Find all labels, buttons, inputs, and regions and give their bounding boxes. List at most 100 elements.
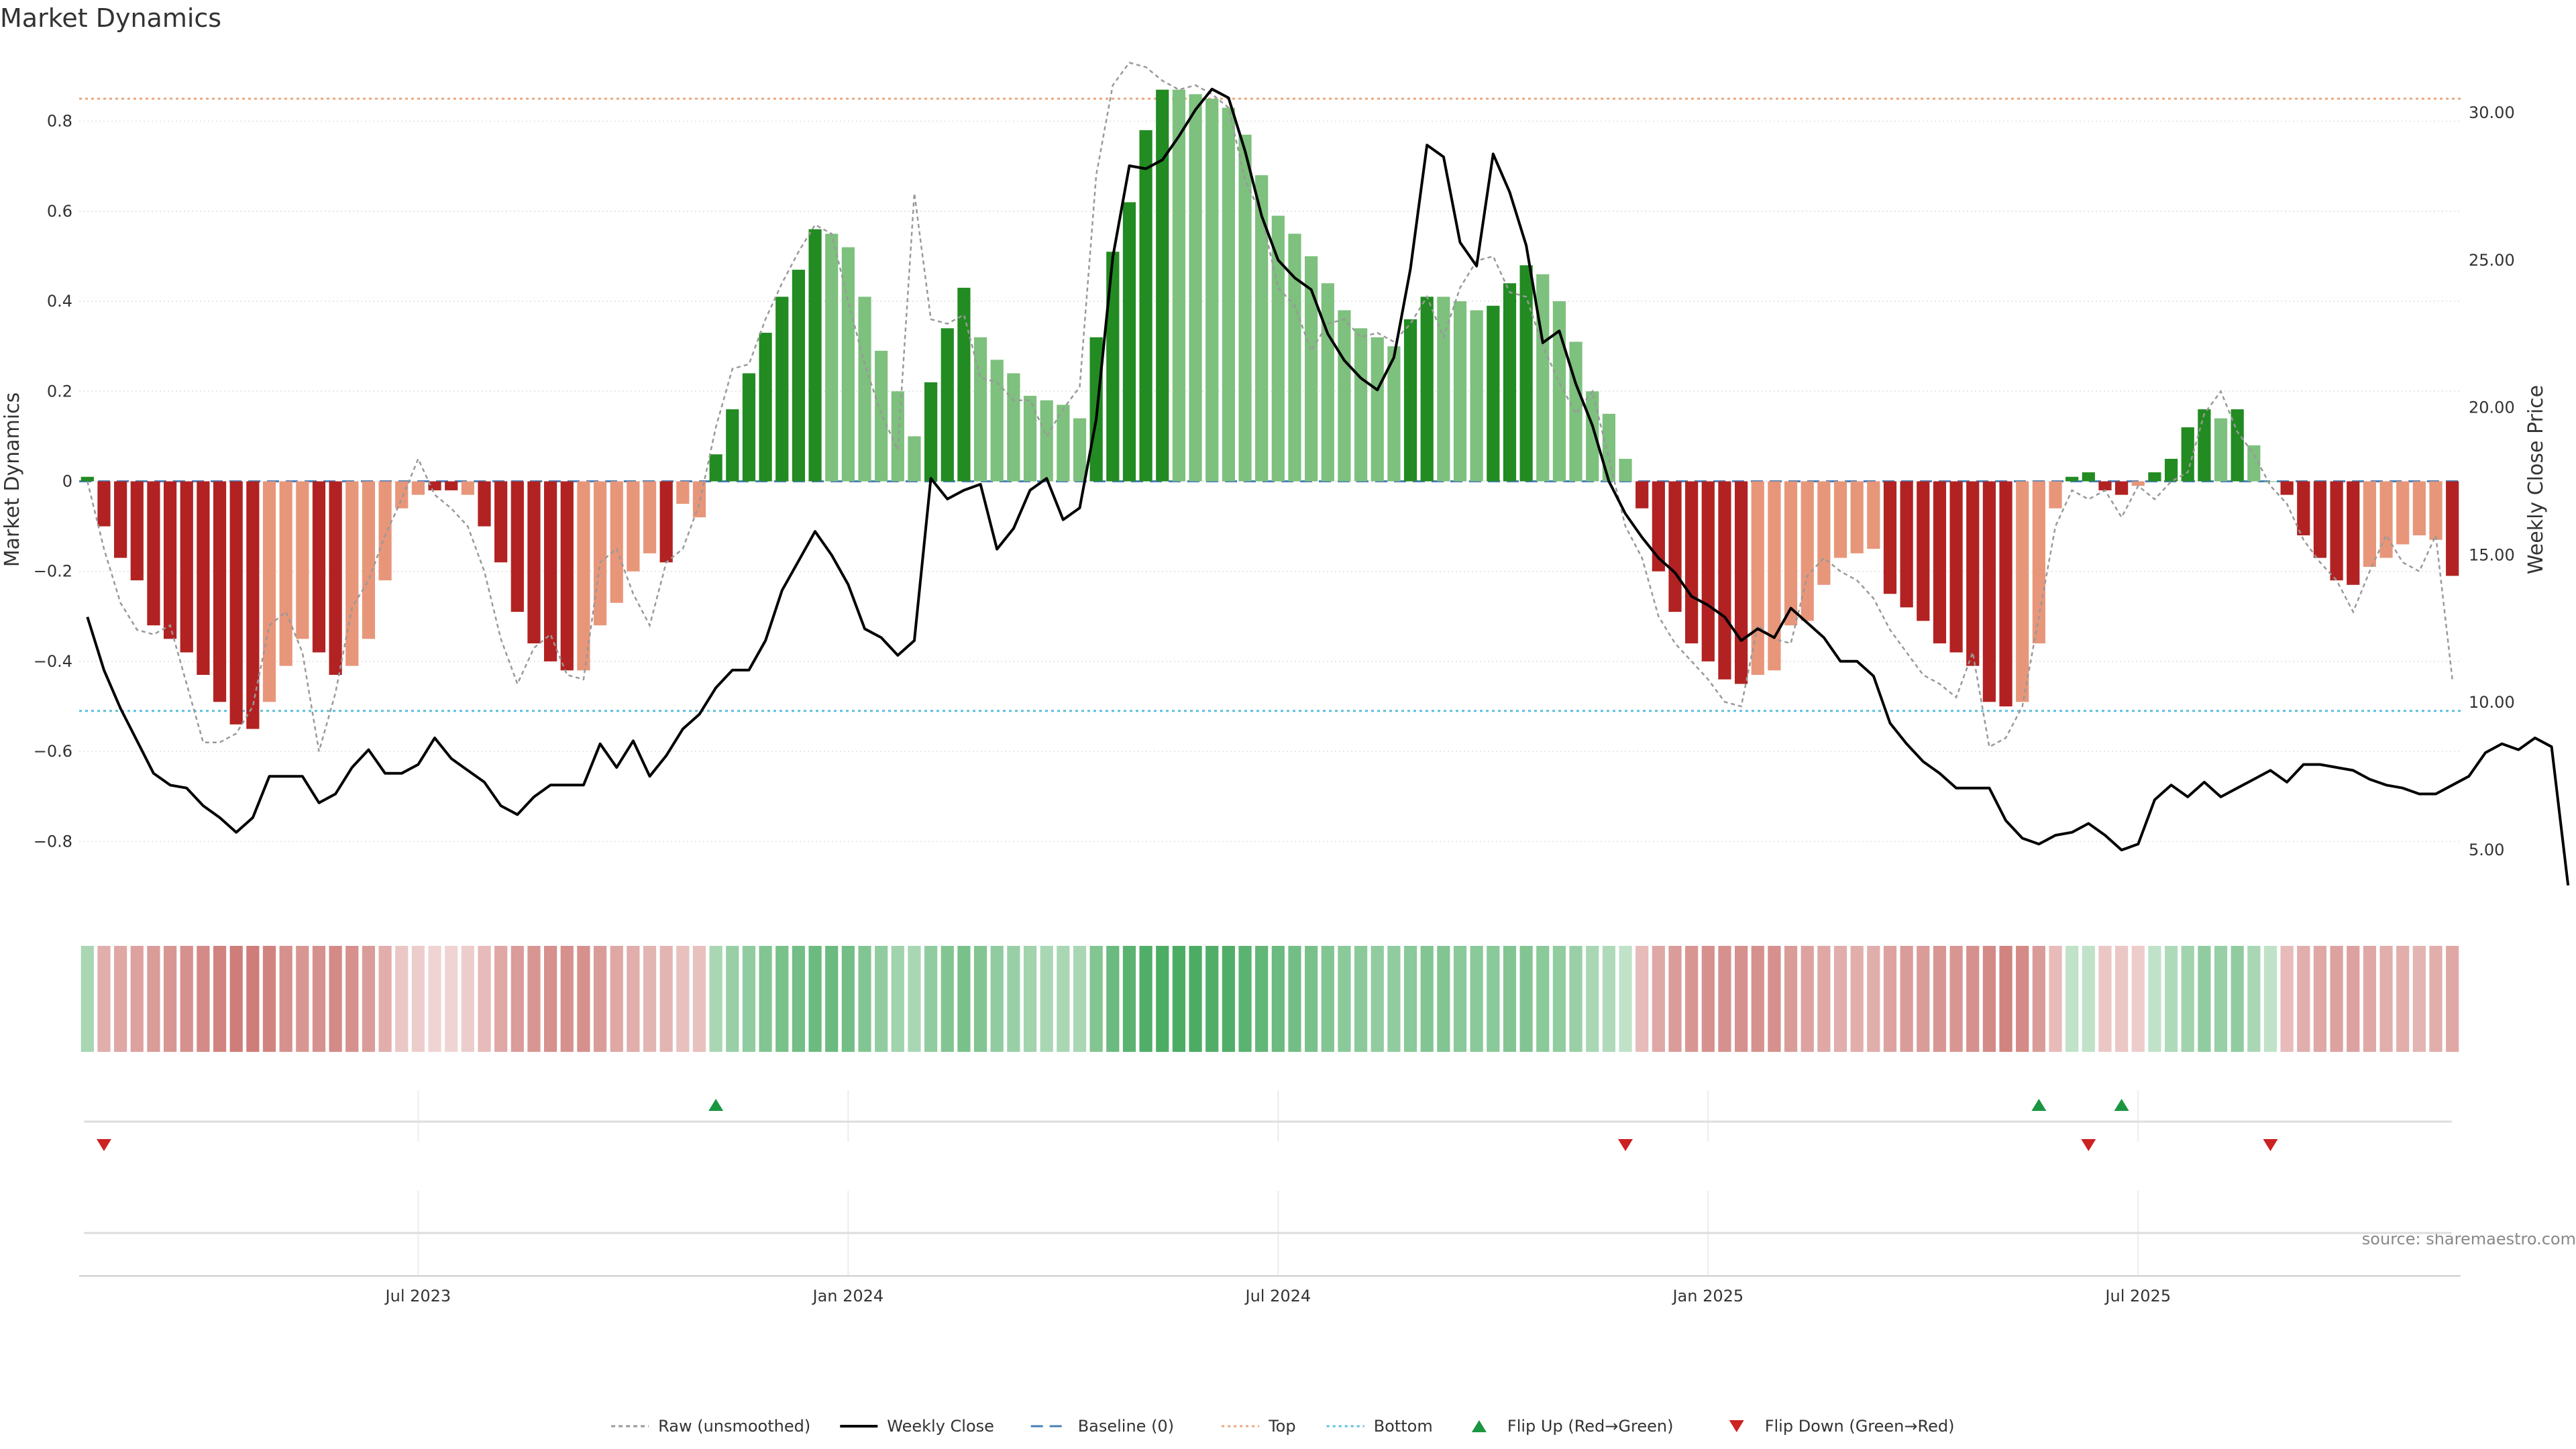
heat-cell bbox=[610, 946, 623, 1052]
legend-item-flip_up: Flip Up (Red→Green) bbox=[1471, 1417, 1673, 1436]
heat-cell bbox=[2082, 946, 2095, 1052]
bar bbox=[97, 481, 111, 527]
bar bbox=[1073, 418, 1087, 482]
bar bbox=[692, 481, 706, 518]
bar bbox=[1949, 481, 1963, 653]
heat-cell bbox=[1734, 946, 1748, 1052]
bar bbox=[213, 481, 227, 702]
legend-label: Raw (unsmoothed) bbox=[658, 1417, 810, 1436]
heat-cell bbox=[213, 946, 227, 1052]
bar bbox=[1371, 337, 1384, 482]
bar bbox=[1999, 481, 2012, 707]
bar bbox=[1552, 301, 1566, 482]
heat-cell bbox=[1966, 946, 1980, 1052]
bar bbox=[1305, 256, 1318, 482]
heat-cell bbox=[1850, 946, 1864, 1052]
legend-label: Flip Down (Green→Red) bbox=[1765, 1417, 1955, 1436]
legend-label: Baseline (0) bbox=[1078, 1417, 1174, 1436]
bar bbox=[2115, 481, 2129, 495]
bar bbox=[1453, 301, 1467, 482]
heat-cell bbox=[1635, 946, 1649, 1052]
bar bbox=[2247, 445, 2261, 482]
bar bbox=[2330, 481, 2343, 581]
heat-cell bbox=[1933, 946, 1947, 1052]
x-tick-label: Jan 2025 bbox=[1671, 1287, 1743, 1305]
bar bbox=[560, 481, 574, 671]
bar bbox=[1057, 405, 1070, 482]
heat-cell bbox=[1503, 946, 1517, 1052]
bar bbox=[1255, 175, 1269, 482]
bar bbox=[445, 481, 458, 490]
heat-cell bbox=[1255, 946, 1269, 1052]
heat-cell bbox=[1801, 946, 1814, 1052]
y-tick-label-left: 0 bbox=[62, 472, 72, 491]
bar bbox=[428, 481, 441, 490]
legend-label: Top bbox=[1268, 1417, 1296, 1436]
x-tick-label: Jan 2024 bbox=[812, 1287, 884, 1305]
legend-label: Bottom bbox=[1374, 1417, 1433, 1436]
heat-cell bbox=[1519, 946, 1533, 1052]
bar bbox=[1106, 252, 1120, 482]
bar bbox=[1503, 283, 1517, 482]
flip-down-marker bbox=[96, 1139, 111, 1151]
heat-cell bbox=[560, 946, 574, 1052]
heat-cell bbox=[296, 946, 309, 1052]
bar bbox=[1701, 481, 1715, 661]
heat-cell bbox=[2247, 946, 2261, 1052]
bar bbox=[279, 481, 292, 666]
heat-cell bbox=[1487, 946, 1500, 1052]
heat-cell bbox=[1718, 946, 1731, 1052]
bar bbox=[1288, 233, 1301, 482]
bar bbox=[1139, 130, 1152, 482]
heat-cell bbox=[1156, 946, 1169, 1052]
heat-cell bbox=[908, 946, 921, 1052]
heat-cell bbox=[692, 946, 706, 1052]
heat-cell bbox=[2065, 946, 2079, 1052]
bar bbox=[229, 481, 243, 724]
heat-cell bbox=[2164, 946, 2178, 1052]
y-tick-label-right: 30.00 bbox=[2469, 103, 2515, 122]
heat-cell bbox=[1999, 946, 2012, 1052]
heat-cell bbox=[1420, 946, 1434, 1052]
heat-cell bbox=[875, 946, 888, 1052]
bar bbox=[2148, 472, 2161, 482]
heat-cell bbox=[395, 946, 409, 1052]
y-tick-label-left: −0.2 bbox=[34, 562, 72, 581]
bar bbox=[1122, 202, 1136, 482]
heat-cell bbox=[891, 946, 904, 1052]
heat-cell bbox=[1652, 946, 1665, 1052]
heat-cell bbox=[742, 946, 756, 1052]
bar bbox=[1602, 413, 1615, 482]
axes-layer: 0.8 0.6 0.4 0.2 0 −0.2 −0.4 −0.6 −0.8 30.00 25.00 2… bbox=[34, 103, 2515, 1305]
heat-cell bbox=[2131, 946, 2145, 1052]
bar bbox=[1403, 319, 1417, 482]
legend-swatch bbox=[1729, 1420, 1744, 1432]
bar bbox=[2379, 481, 2393, 558]
heat-cell bbox=[2214, 946, 2228, 1052]
heat-cell bbox=[825, 946, 839, 1052]
bar bbox=[1768, 481, 1781, 671]
heat-cell bbox=[461, 946, 474, 1052]
bar bbox=[1205, 99, 1219, 482]
heat-cell bbox=[593, 946, 607, 1052]
heat-cell bbox=[2098, 946, 2112, 1052]
heat-cell bbox=[2429, 946, 2443, 1052]
heat-cell bbox=[1354, 946, 1368, 1052]
bar bbox=[593, 481, 607, 626]
heat-cell bbox=[2347, 946, 2360, 1052]
flip-up-marker bbox=[708, 1099, 724, 1111]
bar bbox=[924, 382, 938, 482]
y-axis-left-title: Market Dynamics bbox=[1, 392, 24, 568]
bar bbox=[1652, 481, 1665, 572]
flip-markers bbox=[84, 1099, 2452, 1234]
heat-cell bbox=[1586, 946, 1599, 1052]
bar bbox=[1883, 481, 1897, 594]
heat-cell bbox=[2313, 946, 2327, 1052]
heat-cell bbox=[362, 946, 376, 1052]
bar bbox=[941, 328, 954, 482]
bar bbox=[1982, 481, 1996, 702]
heat-cell bbox=[1784, 946, 1798, 1052]
heat-cell bbox=[1536, 946, 1550, 1052]
bar bbox=[1933, 481, 1947, 644]
